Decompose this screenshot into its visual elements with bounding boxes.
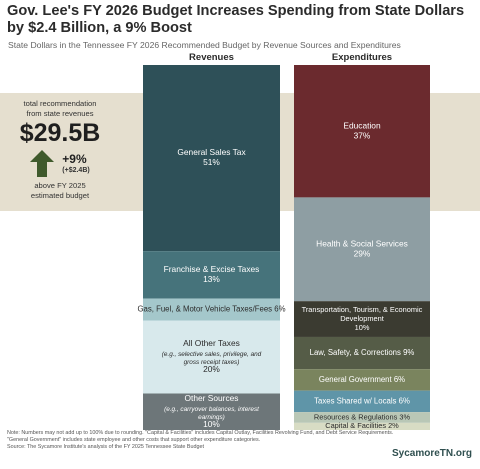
label-all-other-taxes: All Other Taxes (e.g., selective sales, p…	[162, 338, 262, 374]
column-header-revenues: Revenues	[189, 52, 234, 63]
label-other-sources: Other Sources (e.g., carryover balances, …	[164, 393, 259, 429]
label-resources-regulations: Resources & Regulations 3%	[314, 412, 411, 421]
segment-all-other-taxes	[143, 320, 280, 394]
label-general-government: General Government 6%	[319, 375, 405, 384]
callout-label-2: from state revenues	[26, 108, 94, 118]
label-gas-fuel-motor-vehicle-taxes-fees: Gas, Fuel, & Motor Vehicle Taxes/Fees 6%	[137, 305, 285, 314]
up-arrow-icon	[30, 150, 55, 177]
label-transportation-tourism-economic-development: Transportation, Tourism, & Economic Devel…	[302, 305, 423, 332]
growth-amount: (+$2.4B)	[62, 166, 90, 174]
callout-label-1: total recommendation	[23, 99, 97, 108]
label-law-safety-corrections: Law, Safety, & Corrections 9%	[310, 348, 415, 357]
label-health-social-services: Health & Social Services 29%	[316, 238, 408, 258]
segment-resources-regulations	[294, 412, 430, 423]
label-franchise-excise-taxes: Franchise & Excise Taxes 13%	[164, 264, 260, 284]
segment-law-safety-corrections	[294, 336, 430, 370]
total-callout: total recommendation from state revenues…	[0, 93, 120, 211]
segment-gas-fuel-motor-vehicle-taxes-fees	[143, 298, 280, 321]
segment-transportation-tourism-economic-development	[294, 301, 430, 337]
label-education: Education 37%	[343, 120, 381, 140]
column-header-expenditures: Expenditures	[332, 52, 392, 63]
budget-chart: Revenues General Sales Tax 51% Franchise & …	[137, 52, 430, 430]
note-text: Note: Numbers may not add up to 100% due…	[7, 430, 394, 444]
segment-franchise-excise-taxes	[143, 251, 280, 299]
footnotes: Note: Numbers may not add up to 100% due…	[7, 430, 402, 451]
callout-label-4: estimated budget	[30, 190, 90, 200]
segment-other-sources	[143, 393, 280, 430]
label-capital-facilities: Capital & Facilities 2%	[325, 421, 399, 430]
segment-taxes-shared-w-locals	[294, 390, 430, 413]
segment-capital-facilities	[294, 422, 430, 430]
segment-general-government	[294, 369, 430, 391]
callout-label-3: above FY 2025	[34, 181, 86, 190]
chart-title: Gov. Lee's FY 2026 Budget Increases Spen…	[7, 3, 465, 36]
growth-percent: +9%	[62, 151, 87, 166]
segment-health-social-services	[294, 197, 430, 302]
segment-general-sales-tax	[143, 65, 280, 252]
brand-logo-text: SycamoreTN.org	[391, 448, 472, 459]
segment-education	[294, 65, 430, 198]
source-text: Source: The Sycamore Institute's analysi…	[7, 444, 205, 451]
growth-indicator: +9% (+$2.4B)	[0, 150, 120, 177]
chart-subtitle: State Dollars in the Tennessee FY 2026 R…	[8, 40, 401, 50]
label-taxes-shared-w-locals: Taxes Shared w/ Locals 6%	[314, 396, 410, 405]
label-general-sales-tax: General Sales Tax 51%	[177, 147, 246, 167]
total-amount: $29.5B	[19, 119, 101, 147]
